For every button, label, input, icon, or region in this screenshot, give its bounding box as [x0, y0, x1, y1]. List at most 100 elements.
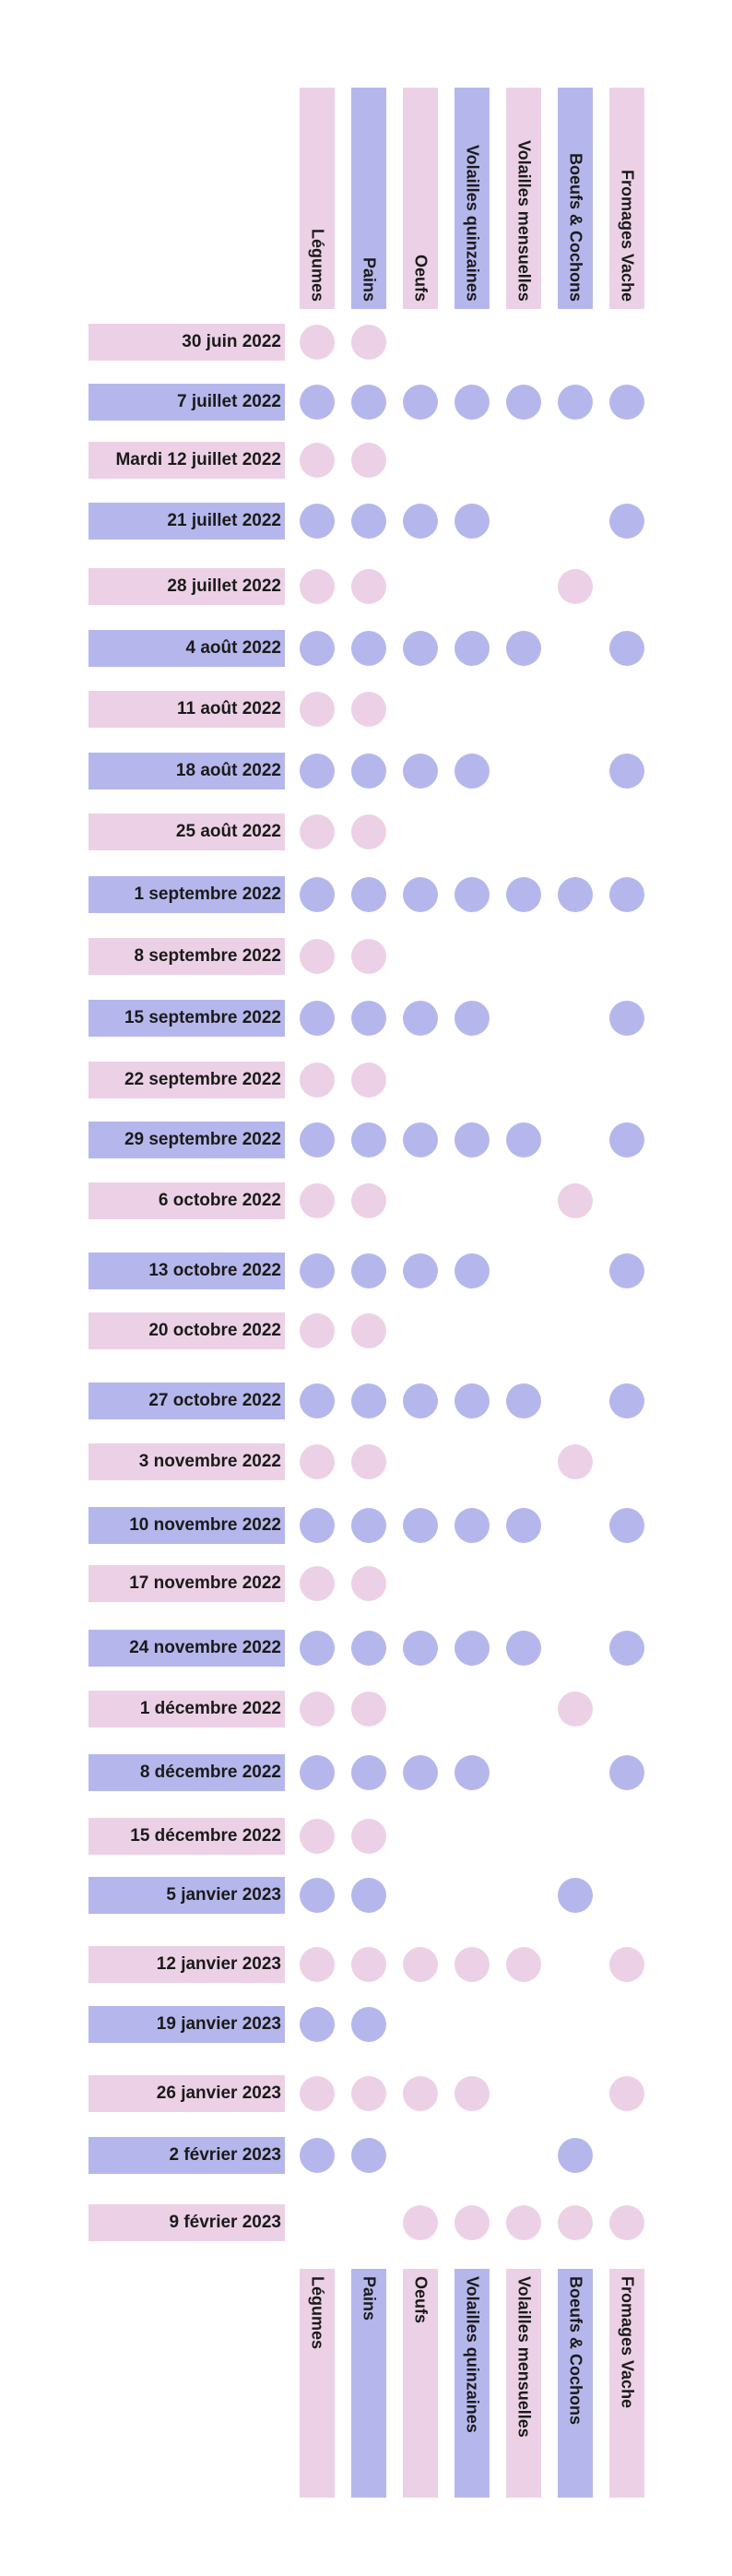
- delivery-dot-pains: [351, 2076, 386, 2111]
- date-label: 7 juillet 2022: [89, 384, 285, 421]
- date-label: 10 novembre 2022: [89, 1507, 285, 1544]
- delivery-dot-fromages-vache: [609, 504, 644, 539]
- delivery-dot-oeufs: [403, 385, 438, 420]
- delivery-dot-legumes: [300, 1508, 335, 1543]
- delivery-dot-pains: [351, 692, 386, 727]
- delivery-dot-legumes: [300, 2076, 335, 2111]
- delivery-dot-legumes: [300, 939, 335, 974]
- delivery-dot-legumes: [300, 1122, 335, 1157]
- delivery-dot-oeufs: [403, 1947, 438, 1982]
- column-header-bottom-fromages-vache: Fromages Vache: [609, 2269, 644, 2498]
- delivery-dot-boeufs-cochons: [558, 1878, 593, 1913]
- column-header-bottom-boeufs-cochons: Boeufs & Cochons: [558, 2269, 593, 2498]
- date-label: 2 février 2023: [89, 2137, 285, 2174]
- delivery-dot-pains: [351, 631, 386, 666]
- delivery-dot-oeufs: [403, 877, 438, 912]
- delivery-dot-legumes: [300, 1183, 335, 1218]
- delivery-dot-pains: [351, 1313, 386, 1348]
- delivery-dot-volailles-mensuelles: [506, 1631, 541, 1666]
- column-header-bottom-oeufs: Oeufs: [403, 2269, 438, 2498]
- delivery-dot-volailles-quinzaines: [455, 1122, 490, 1157]
- column-header-label: Oeufs: [411, 254, 431, 302]
- column-header-label: Pains: [360, 256, 379, 302]
- delivery-dot-legumes: [300, 692, 335, 727]
- column-header-bottom-legumes: Légumes: [300, 2269, 335, 2498]
- column-header-label: Boeufs & Cochons: [566, 2276, 585, 2426]
- delivery-dot-volailles-quinzaines: [455, 1631, 490, 1666]
- column-header-top-pains: Pains: [351, 88, 386, 309]
- delivery-dot-pains: [351, 1755, 386, 1790]
- date-label: 20 octobre 2022: [89, 1312, 285, 1349]
- date-label: 22 septembre 2022: [89, 1062, 285, 1098]
- delivery-dot-volailles-quinzaines: [455, 1947, 490, 1982]
- delivery-dot-legumes: [300, 504, 335, 539]
- delivery-dot-pains: [351, 1508, 386, 1543]
- date-label: 27 octobre 2022: [89, 1383, 285, 1419]
- column-header-label: Volailles mensuelles: [514, 2276, 534, 2438]
- delivery-dot-volailles-mensuelles: [506, 1383, 541, 1419]
- delivery-dot-legumes: [300, 385, 335, 420]
- column-header-label: Pains: [360, 2276, 379, 2321]
- column-header-top-volailles-mensuelles: Volailles mensuelles: [506, 88, 541, 309]
- delivery-dot-pains: [351, 2138, 386, 2173]
- date-label: 15 décembre 2022: [89, 1818, 285, 1855]
- date-label: 15 septembre 2022: [89, 1000, 285, 1037]
- delivery-dot-volailles-quinzaines: [455, 1383, 490, 1419]
- delivery-dot-oeufs: [403, 631, 438, 666]
- column-header-bottom-volailles-quinzaines: Volailles quinzaines: [455, 2269, 490, 2498]
- delivery-dot-fromages-vache: [609, 1755, 644, 1790]
- date-label: 12 janvier 2023: [89, 1946, 285, 1983]
- delivery-dot-legumes: [300, 1566, 335, 1601]
- delivery-dot-oeufs: [403, 1122, 438, 1157]
- delivery-dot-fromages-vache: [609, 1947, 644, 1982]
- delivery-dot-pains: [351, 504, 386, 539]
- date-label: 18 août 2022: [89, 753, 285, 789]
- delivery-dot-volailles-quinzaines: [455, 1001, 490, 1036]
- column-header-label: Légumes: [308, 228, 327, 302]
- delivery-dot-fromages-vache: [609, 2076, 644, 2111]
- column-header-top-boeufs-cochons: Boeufs & Cochons: [558, 88, 593, 309]
- delivery-dot-pains: [351, 1183, 386, 1218]
- delivery-dot-legumes: [300, 1947, 335, 1982]
- delivery-dot-legumes: [300, 1878, 335, 1913]
- delivery-dot-volailles-quinzaines: [455, 1508, 490, 1543]
- delivery-dot-fromages-vache: [609, 1001, 644, 1036]
- delivery-dot-boeufs-cochons: [558, 2138, 593, 2173]
- date-label: 24 novembre 2022: [89, 1630, 285, 1667]
- delivery-dot-fromages-vache: [609, 1508, 644, 1543]
- delivery-dot-boeufs-cochons: [558, 1692, 593, 1727]
- delivery-dot-pains: [351, 1444, 386, 1479]
- delivery-dot-pains: [351, 1878, 386, 1913]
- date-label: 4 août 2022: [89, 630, 285, 667]
- delivery-dot-pains: [351, 1062, 386, 1098]
- delivery-dot-legumes: [300, 1062, 335, 1098]
- delivery-dot-oeufs: [403, 2076, 438, 2111]
- delivery-dot-oeufs: [403, 1001, 438, 1036]
- delivery-dot-volailles-quinzaines: [455, 1253, 490, 1288]
- delivery-dot-fromages-vache: [609, 385, 644, 420]
- delivery-dot-legumes: [300, 1001, 335, 1036]
- delivery-dot-legumes: [300, 877, 335, 912]
- delivery-dot-pains: [351, 1001, 386, 1036]
- column-header-label: Volailles quinzaines: [463, 2276, 482, 2433]
- delivery-dot-volailles-quinzaines: [455, 385, 490, 420]
- delivery-dot-pains: [351, 1383, 386, 1419]
- delivery-dot-legumes: [300, 325, 335, 360]
- delivery-dot-legumes: [300, 2138, 335, 2173]
- delivery-dot-volailles-mensuelles: [506, 385, 541, 420]
- date-label: 25 août 2022: [89, 813, 285, 850]
- delivery-dot-volailles-mensuelles: [506, 1947, 541, 1982]
- delivery-dot-legumes: [300, 1313, 335, 1348]
- column-header-label: Fromages Vache: [618, 169, 637, 302]
- date-label: 17 novembre 2022: [89, 1565, 285, 1602]
- delivery-dot-pains: [351, 1566, 386, 1601]
- delivery-dot-legumes: [300, 569, 335, 604]
- delivery-dot-fromages-vache: [609, 754, 644, 789]
- date-label: 13 octobre 2022: [89, 1252, 285, 1289]
- column-header-label: Boeufs & Cochons: [566, 152, 585, 302]
- delivery-dot-fromages-vache: [609, 1122, 644, 1157]
- column-header-label: Légumes: [308, 2276, 327, 2350]
- delivery-dot-oeufs: [403, 504, 438, 539]
- delivery-dot-pains: [351, 877, 386, 912]
- delivery-dot-volailles-quinzaines: [455, 877, 490, 912]
